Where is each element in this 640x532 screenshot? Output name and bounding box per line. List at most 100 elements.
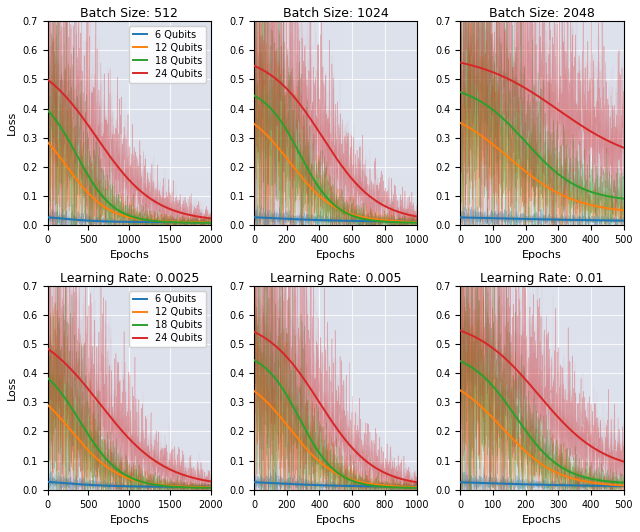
- 18 Qubits: [168, 219, 175, 225]
- 6 Qubits: [139, 219, 147, 225]
- 24 Qubits: [250, 63, 258, 69]
- 6 Qubits: [260, 214, 268, 221]
- 24 Qubits: [207, 478, 215, 485]
- Line: 24 Qubits: 24 Qubits: [460, 63, 624, 148]
- 12 Qubits: [250, 388, 258, 394]
- Line: 6 Qubits: 6 Qubits: [460, 483, 624, 486]
- 18 Qubits: [345, 476, 353, 483]
- 12 Qubits: [620, 483, 628, 489]
- 12 Qubits: [148, 481, 156, 487]
- 24 Qubits: [250, 329, 258, 335]
- 24 Qubits: [391, 207, 399, 214]
- 12 Qubits: [552, 188, 559, 195]
- 6 Qubits: [556, 217, 563, 223]
- 18 Qubits: [467, 363, 474, 370]
- Title: Batch Size: 512: Batch Size: 512: [81, 7, 179, 20]
- Line: 18 Qubits: 18 Qubits: [460, 361, 624, 483]
- 18 Qubits: [184, 219, 192, 226]
- 24 Qubits: [139, 189, 147, 196]
- Line: 12 Qubits: 12 Qubits: [460, 390, 624, 486]
- 12 Qubits: [168, 219, 175, 225]
- 24 Qubits: [143, 193, 150, 200]
- 24 Qubits: [597, 449, 605, 455]
- 6 Qubits: [561, 482, 568, 488]
- Title: Batch Size: 2048: Batch Size: 2048: [489, 7, 595, 20]
- Title: Batch Size: 1024: Batch Size: 1024: [283, 7, 388, 20]
- 6 Qubits: [374, 218, 382, 225]
- 6 Qubits: [345, 483, 353, 489]
- 6 Qubits: [456, 479, 464, 486]
- 6 Qubits: [250, 479, 258, 485]
- 24 Qubits: [556, 107, 563, 114]
- Y-axis label: Loss: Loss: [7, 111, 17, 135]
- 6 Qubits: [148, 219, 156, 226]
- 18 Qubits: [349, 213, 357, 219]
- 24 Qubits: [552, 411, 559, 417]
- 6 Qubits: [349, 483, 357, 489]
- 12 Qubits: [143, 480, 150, 486]
- 12 Qubits: [345, 476, 353, 482]
- X-axis label: Epochs: Epochs: [109, 515, 149, 525]
- 18 Qubits: [552, 460, 559, 466]
- 6 Qubits: [620, 218, 628, 224]
- 18 Qubits: [345, 211, 353, 218]
- Line: 12 Qubits: 12 Qubits: [460, 123, 624, 210]
- Line: 6 Qubits: 6 Qubits: [254, 217, 417, 221]
- 18 Qubits: [467, 93, 474, 99]
- 6 Qubits: [184, 484, 192, 490]
- 6 Qubits: [143, 484, 150, 490]
- Line: 18 Qubits: 18 Qubits: [254, 95, 417, 222]
- 12 Qubits: [413, 484, 421, 490]
- 24 Qubits: [413, 479, 421, 486]
- 6 Qubits: [355, 218, 362, 224]
- 6 Qubits: [556, 482, 563, 488]
- 18 Qubits: [139, 479, 147, 485]
- 12 Qubits: [143, 217, 150, 223]
- X-axis label: Epochs: Epochs: [316, 251, 356, 261]
- 24 Qubits: [44, 345, 51, 352]
- 24 Qubits: [413, 213, 421, 220]
- 6 Qubits: [349, 218, 357, 224]
- 18 Qubits: [374, 218, 382, 224]
- Line: 24 Qubits: 24 Qubits: [254, 332, 417, 483]
- 6 Qubits: [207, 219, 215, 226]
- 12 Qubits: [561, 193, 568, 200]
- 12 Qubits: [580, 200, 588, 206]
- Line: 18 Qubits: 18 Qubits: [47, 111, 211, 223]
- 18 Qubits: [54, 119, 61, 126]
- 18 Qubits: [250, 357, 258, 363]
- 24 Qubits: [139, 448, 147, 454]
- Line: 12 Qubits: 12 Qubits: [47, 142, 211, 222]
- 6 Qubits: [44, 479, 51, 485]
- 18 Qubits: [44, 107, 51, 114]
- 24 Qubits: [345, 172, 353, 178]
- 12 Qubits: [184, 484, 192, 490]
- 6 Qubits: [54, 215, 61, 221]
- 24 Qubits: [580, 438, 588, 445]
- 6 Qubits: [207, 484, 215, 490]
- 24 Qubits: [374, 199, 382, 205]
- 12 Qubits: [561, 472, 568, 479]
- 12 Qubits: [54, 412, 61, 418]
- 24 Qubits: [391, 473, 399, 480]
- 6 Qubits: [345, 218, 353, 224]
- 24 Qubits: [54, 85, 61, 92]
- 18 Qubits: [391, 219, 399, 225]
- 6 Qubits: [467, 214, 474, 221]
- Line: 6 Qubits: 6 Qubits: [47, 217, 211, 222]
- 6 Qubits: [374, 483, 382, 489]
- 12 Qubits: [413, 219, 421, 225]
- Line: 6 Qubits: 6 Qubits: [47, 482, 211, 487]
- 18 Qubits: [620, 479, 628, 486]
- 12 Qubits: [597, 204, 605, 210]
- 12 Qubits: [467, 126, 474, 132]
- 24 Qubits: [552, 105, 559, 111]
- 24 Qubits: [44, 77, 51, 83]
- 18 Qubits: [168, 484, 175, 490]
- 6 Qubits: [597, 217, 605, 223]
- Line: 6 Qubits: 6 Qubits: [254, 482, 417, 487]
- 6 Qubits: [148, 484, 156, 490]
- Line: 18 Qubits: 18 Qubits: [47, 378, 211, 488]
- 18 Qubits: [139, 216, 147, 222]
- 6 Qubits: [467, 479, 474, 486]
